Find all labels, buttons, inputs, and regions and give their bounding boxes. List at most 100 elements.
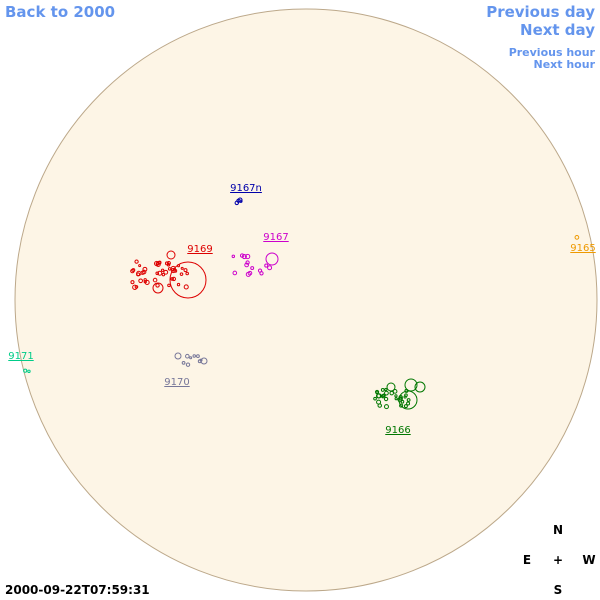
region-label[interactable]: 9167n	[230, 183, 262, 194]
spot	[376, 393, 382, 399]
spot	[382, 393, 386, 398]
spot	[183, 284, 189, 290]
spot	[380, 387, 385, 392]
spot	[136, 272, 141, 277]
back-link[interactable]: Back to 2000	[5, 3, 115, 21]
next-day-link[interactable]: Next day	[520, 21, 595, 39]
spot	[166, 250, 176, 260]
spot	[160, 268, 165, 272]
spot	[155, 283, 160, 288]
previous-day-link[interactable]: Previous day	[486, 3, 595, 21]
spot	[185, 353, 190, 359]
spot	[386, 382, 396, 392]
spot	[181, 361, 186, 365]
spot	[163, 269, 169, 275]
spot	[170, 277, 174, 281]
spot	[27, 369, 31, 374]
region-labels: 9167n 9169 9167 9165 9171 9170 9166	[8, 183, 595, 436]
spot	[152, 277, 158, 283]
spot	[244, 253, 251, 260]
spot	[138, 264, 142, 268]
spot	[185, 271, 189, 276]
spot	[394, 394, 398, 398]
spot	[244, 262, 249, 268]
spot	[250, 266, 255, 271]
solar-disk	[14, 8, 598, 592]
timestamp: 2000-09-22T07:59:31	[5, 583, 150, 597]
spot	[142, 266, 148, 272]
spot	[144, 279, 150, 285]
compass-south: S	[554, 583, 563, 597]
spot	[400, 399, 405, 404]
spot	[200, 357, 208, 365]
spot	[164, 261, 169, 266]
spot	[399, 403, 404, 408]
compass-east: E	[523, 553, 531, 567]
region-label[interactable]: 9170	[164, 377, 189, 388]
spot	[403, 404, 408, 409]
spot	[237, 197, 243, 203]
spot	[383, 396, 389, 402]
compass-north: N	[553, 523, 563, 537]
spot	[174, 352, 182, 360]
next-hour-link[interactable]: Next hour	[534, 58, 596, 71]
compass-center: +	[553, 553, 563, 567]
spot	[241, 253, 247, 260]
spot	[141, 269, 147, 275]
spot	[394, 397, 398, 401]
spot	[245, 271, 251, 277]
spot	[152, 282, 164, 294]
spot	[138, 278, 143, 284]
spot	[155, 271, 160, 276]
spot	[157, 260, 162, 265]
spot	[171, 276, 177, 282]
spot	[170, 267, 176, 274]
spot	[264, 263, 269, 268]
spot	[231, 254, 236, 259]
spot	[392, 389, 398, 394]
spot	[239, 253, 245, 258]
spot	[196, 354, 200, 359]
spot	[23, 368, 28, 373]
compass-west: W	[582, 553, 595, 567]
spot	[166, 261, 171, 266]
region-label[interactable]: 9167	[263, 232, 288, 243]
spot	[377, 403, 382, 408]
spot	[134, 285, 139, 289]
spot	[167, 283, 171, 288]
spot	[180, 266, 184, 270]
spot	[384, 390, 389, 396]
spot	[384, 404, 389, 410]
spot	[406, 401, 411, 406]
spot	[179, 272, 184, 276]
spot	[384, 387, 388, 392]
sunspots	[23, 197, 580, 410]
spot	[130, 280, 135, 285]
spot	[185, 362, 191, 367]
spot	[176, 282, 181, 287]
spot	[232, 270, 238, 276]
spot	[414, 381, 426, 393]
spot	[404, 393, 408, 397]
spot	[161, 272, 166, 277]
region-label[interactable]: 9165	[570, 243, 595, 254]
spot	[257, 268, 263, 273]
spot	[157, 270, 163, 276]
spot	[189, 356, 193, 360]
spot	[170, 265, 176, 272]
spot	[245, 260, 250, 265]
spot	[183, 268, 188, 273]
region-label[interactable]: 9169	[187, 244, 212, 255]
spot	[130, 268, 135, 274]
region-label[interactable]: 9171	[8, 351, 33, 362]
region-label[interactable]: 9166	[385, 425, 410, 436]
spot	[398, 390, 418, 410]
spot	[234, 200, 239, 206]
spot	[574, 235, 580, 240]
spot	[265, 252, 279, 266]
spot	[131, 268, 136, 272]
spot	[169, 261, 207, 299]
spot	[406, 398, 411, 402]
previous-hour-link[interactable]: Previous hour	[509, 46, 596, 59]
